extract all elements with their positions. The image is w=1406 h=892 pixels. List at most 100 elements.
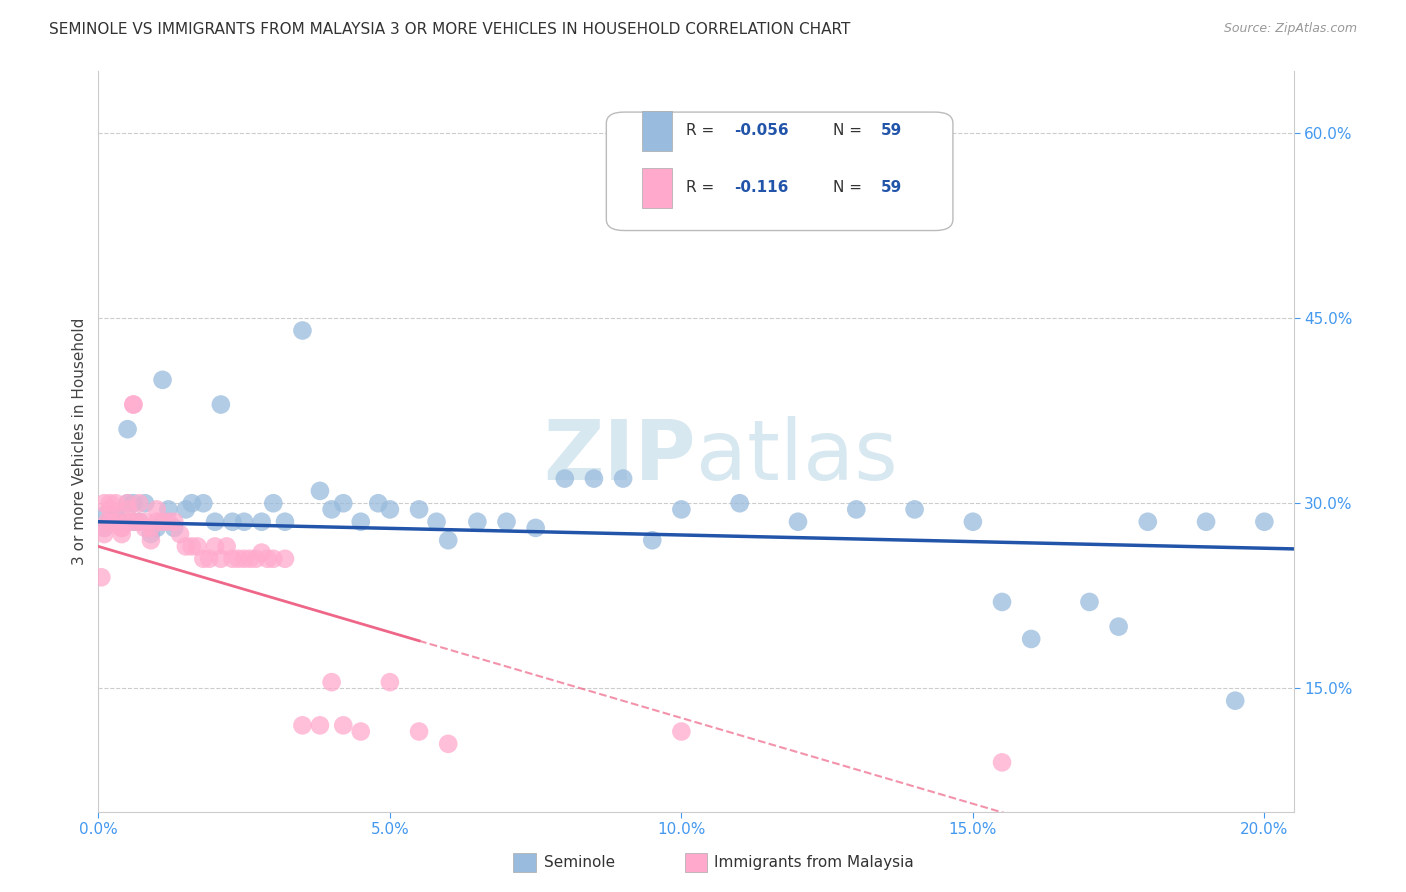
Point [250,515,273,529]
Point [378,502,401,516]
Point [104,515,127,529]
Text: -0.056: -0.056 [734,123,789,138]
Text: SEMINOLE VS IMMIGRANTS FROM MALAYSIA 3 OR MORE VEHICLES IN HOUSEHOLD CORRELATION: SEMINOLE VS IMMIGRANTS FROM MALAYSIA 3 O… [49,22,851,37]
Point [408,502,430,516]
Point [98,515,121,529]
Point [233,551,256,566]
Point [425,515,447,529]
Point [122,398,145,412]
Point [93,508,115,523]
Point [139,521,162,535]
Point [309,483,332,498]
Point [291,718,314,732]
Point [991,756,1014,770]
FancyBboxPatch shape [606,112,953,230]
Point [180,496,202,510]
Point [104,496,127,510]
Point [157,502,180,516]
Point [671,502,693,516]
Point [186,540,208,554]
Point [117,422,139,436]
Point [111,527,134,541]
Point [90,570,112,584]
Point [128,515,150,529]
Point [169,527,191,541]
Point [350,515,373,529]
Y-axis label: 3 or more Vehicles in Household: 3 or more Vehicles in Household [72,318,87,566]
Point [1195,515,1218,529]
Point [111,521,134,535]
Point [157,515,180,529]
Point [367,496,389,510]
Point [98,515,121,529]
Point [524,521,547,535]
Point [96,515,118,529]
Text: N =: N = [834,180,868,195]
Point [728,496,751,510]
Point [174,502,197,516]
Point [93,521,115,535]
Point [321,502,343,516]
Point [104,515,127,529]
Point [134,515,156,529]
Point [134,496,156,510]
Point [228,551,250,566]
Point [612,471,634,485]
Point [134,521,156,535]
Point [104,515,127,529]
Point [962,515,984,529]
Point [193,551,215,566]
Point [437,533,460,548]
Point [98,502,121,516]
Point [291,324,314,338]
Point [1019,632,1042,646]
Point [163,515,186,529]
Point [117,515,139,529]
Point [671,724,693,739]
Point [554,471,576,485]
Text: Seminole: Seminole [544,855,616,870]
Point [309,718,332,732]
Point [262,496,284,510]
Point [209,398,232,412]
Point [128,515,150,529]
Point [111,515,134,529]
Point [145,521,167,535]
Point [98,496,121,510]
Point [122,398,145,412]
Point [467,515,489,529]
Point [233,515,256,529]
Point [239,551,262,566]
Point [93,527,115,541]
Point [204,540,226,554]
Point [117,502,139,516]
Point [117,496,139,510]
Point [221,515,243,529]
Point [193,496,215,510]
Point [1078,595,1101,609]
Point [209,551,232,566]
Point [111,521,134,535]
Point [787,515,810,529]
Point [332,718,354,732]
FancyBboxPatch shape [643,111,672,152]
Point [128,496,150,510]
Point [198,551,221,566]
Point [122,515,145,529]
Point [180,540,202,554]
Point [122,496,145,510]
Text: ZIP: ZIP [544,416,696,497]
Point [215,540,238,554]
FancyBboxPatch shape [643,168,672,209]
Point [163,521,186,535]
Point [250,545,273,560]
Point [582,471,605,485]
Point [122,515,145,529]
Point [93,496,115,510]
Point [495,515,517,529]
Text: Source: ZipAtlas.com: Source: ZipAtlas.com [1223,22,1357,36]
Point [274,515,297,529]
Point [641,533,664,548]
Text: atlas: atlas [696,416,897,497]
Point [332,496,354,510]
